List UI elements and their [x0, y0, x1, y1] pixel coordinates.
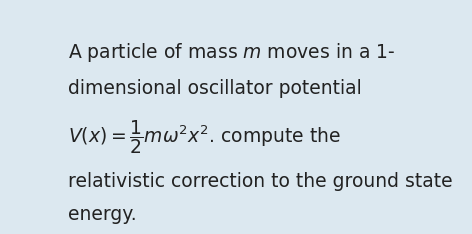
Text: relativistic correction to the ground state: relativistic correction to the ground st…	[68, 172, 453, 191]
Text: energy.: energy.	[68, 205, 137, 224]
Text: dimensional oscillator potential: dimensional oscillator potential	[68, 79, 362, 98]
Text: $V(x) = \dfrac{1}{2}m\omega^2 x^2$. compute the: $V(x) = \dfrac{1}{2}m\omega^2 x^2$. comp…	[68, 118, 341, 156]
Text: A particle of mass $m$ moves in a 1-: A particle of mass $m$ moves in a 1-	[68, 41, 396, 64]
